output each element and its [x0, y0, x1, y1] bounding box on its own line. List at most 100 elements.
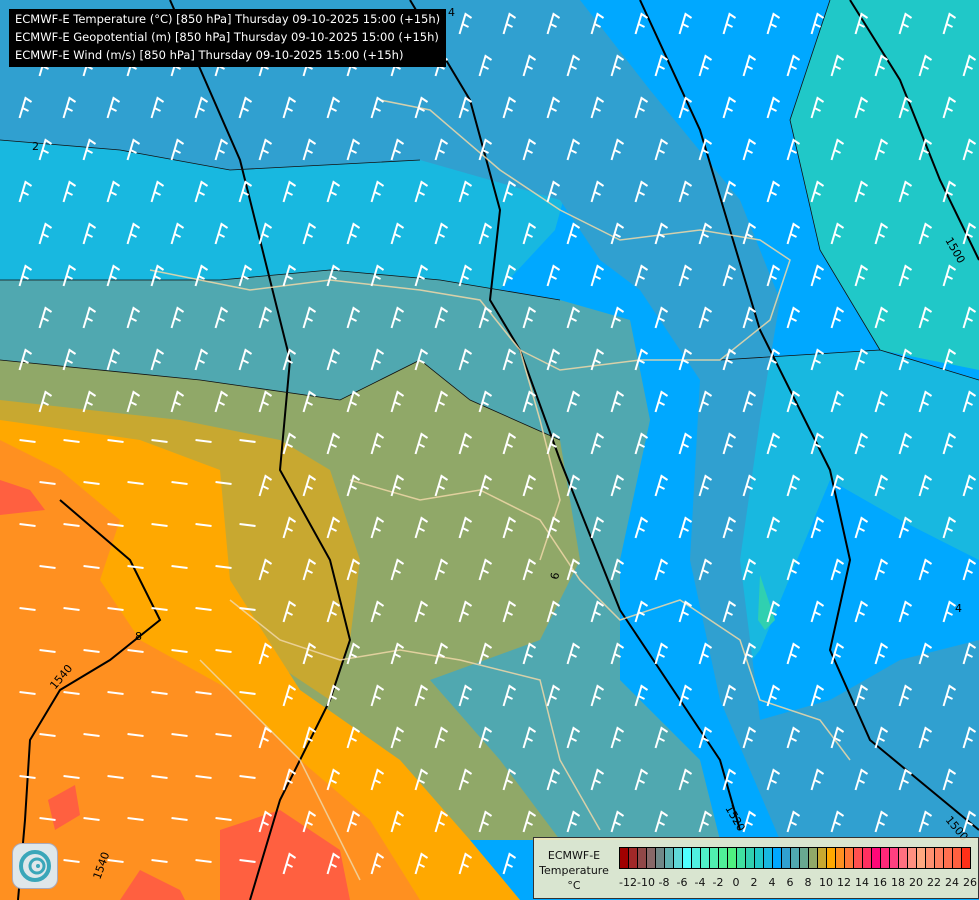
wind-barb [370, 684, 385, 707]
legend-tick-label: 18 [891, 876, 905, 889]
wind-barb [962, 222, 977, 245]
legend-ticks: -12 -10 -8 -6 -4 -2 0 2 4 6 8 10 12 14 16 18 20 22 24 26 [619, 876, 977, 892]
wind-barb [346, 222, 361, 245]
wind-barb [830, 474, 845, 497]
wind-barb [39, 733, 56, 737]
wind-barb [126, 138, 141, 161]
wind-barb [106, 348, 121, 371]
wind-barb [678, 432, 693, 455]
legend-swatch [728, 848, 737, 868]
wind-barb [258, 726, 273, 749]
wind-barb [151, 439, 168, 443]
wind-barb [151, 523, 168, 527]
wind-barb [546, 96, 561, 119]
wind-barb [239, 775, 256, 779]
wind-barb [370, 96, 385, 119]
wind-barb [502, 516, 517, 539]
wind-barb [150, 180, 165, 203]
wind-barb [82, 222, 97, 245]
wind-barb [346, 138, 361, 161]
wind-barb [19, 775, 36, 779]
wind-barb [18, 96, 33, 119]
wind-barb [942, 516, 957, 539]
wind-barb [171, 565, 188, 569]
wind-barb [478, 390, 493, 413]
wind-barb [39, 817, 56, 821]
legend-swatch [944, 848, 953, 868]
wind-barb [238, 348, 253, 371]
legend-swatch [872, 848, 881, 868]
wind-barb [107, 859, 124, 863]
wind-barb [502, 264, 517, 287]
wind-barb [830, 558, 845, 581]
wind-barb [258, 222, 273, 245]
wind-barb [742, 474, 757, 497]
wind-barb [854, 432, 869, 455]
legend-tick-label: -6 [676, 876, 688, 889]
wind-barb [942, 180, 957, 203]
legend-swatch [656, 848, 665, 868]
wind-barb [610, 558, 625, 581]
legend-swatch [782, 848, 791, 868]
wind-barb [654, 558, 669, 581]
legend-tick-label: 22 [927, 876, 941, 889]
wind-barb [522, 726, 537, 749]
wind-barb [370, 432, 385, 455]
wind-barb [239, 523, 256, 527]
wind-barb [654, 642, 669, 665]
band-14c-b [0, 480, 45, 515]
wind-barb [302, 222, 317, 245]
legend-tick-label: 4 [768, 876, 776, 889]
wind-barb [151, 607, 168, 611]
wind-barb [634, 264, 649, 287]
wind-barb [854, 600, 869, 623]
wind-barb [854, 180, 869, 203]
wind-barb [942, 768, 957, 791]
title-geopotential: ECMWF-E Geopotential (m) [850 hPa] Thurs… [15, 30, 439, 44]
wind-barb [634, 684, 649, 707]
wind-barb [722, 600, 737, 623]
legend-swatch [899, 848, 908, 868]
wind-barb [414, 684, 429, 707]
map-title-box: ECMWF-E Temperature (°C) [850 hPa] Thurs… [9, 9, 447, 67]
wind-barb [590, 768, 605, 791]
title-wind: ECMWF-E Wind (m/s) [850 hPa] Thursday 09… [15, 48, 404, 62]
wind-barb [151, 691, 168, 695]
wind-barb [326, 348, 341, 371]
wind-barb [107, 607, 124, 611]
wind-barb [766, 768, 781, 791]
wind-barb [634, 600, 649, 623]
wind-barb [126, 222, 141, 245]
wind-barb [918, 726, 933, 749]
wind-barb [478, 54, 493, 77]
wind-barb [698, 306, 713, 329]
title-temperature: ECMWF-E Temperature (°C) [850 hPa] Thurs… [15, 12, 441, 26]
wind-barb [522, 306, 537, 329]
wind-barb [126, 306, 141, 329]
legend-swatch [962, 848, 970, 868]
wind-barb [370, 516, 385, 539]
wind-barb [634, 180, 649, 203]
legend-swatch [764, 848, 773, 868]
wind-barb [62, 96, 77, 119]
legend-tick-label: 12 [837, 876, 851, 889]
wind-barb [898, 96, 913, 119]
geo-line-1540-west [17, 499, 162, 900]
wind-barb [610, 474, 625, 497]
wind-barb [898, 348, 913, 371]
wind-barb [478, 726, 493, 749]
legend-swatch [755, 848, 764, 868]
wind-barb [18, 264, 33, 287]
wind-barb [370, 600, 385, 623]
band-cold-northeast [790, 0, 979, 370]
wind-barb [346, 726, 361, 749]
wind-barb [127, 649, 144, 653]
wind-barb [854, 264, 869, 287]
wind-barb [830, 306, 845, 329]
wind-barb [390, 138, 405, 161]
wind-barb [127, 817, 144, 821]
wind-barb [170, 390, 185, 413]
wind-barb [18, 180, 33, 203]
wind-barb [766, 516, 781, 539]
